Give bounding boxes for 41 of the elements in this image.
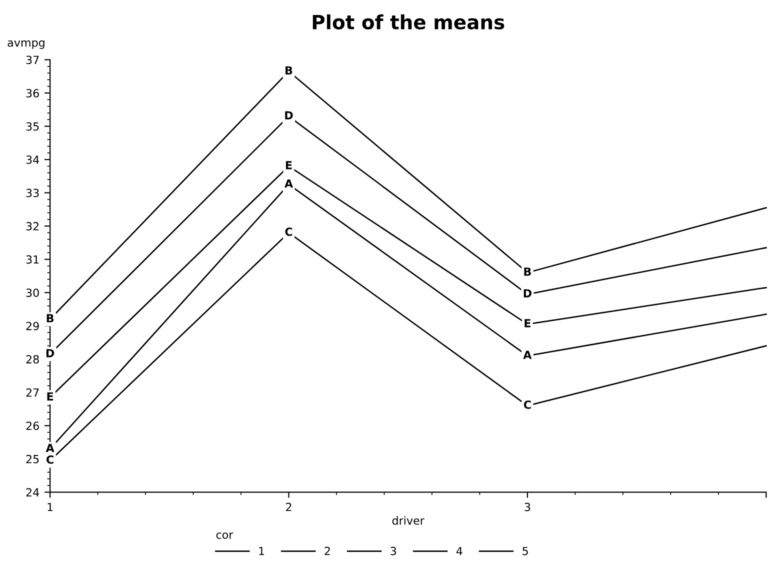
chart-title: Plot of the means: [312, 14, 504, 30]
legend-title: cor: [216, 532, 234, 539]
y-tick-label: 25: [26, 454, 39, 464]
y-tick-label: 29: [26, 322, 39, 330]
annotation: A: [523, 350, 532, 359]
y-tick-label: 33: [26, 188, 39, 198]
y-tick-label: 35: [26, 122, 39, 131]
y-tick-label: 26: [26, 422, 39, 430]
y-tick-label: 28: [26, 355, 39, 364]
x-tick-label: 2: [286, 502, 292, 512]
annotation: C: [524, 400, 531, 409]
legend-label: 5: [522, 546, 528, 556]
y-tick-label: 24: [26, 488, 40, 496]
y-tick-label: 32: [26, 222, 39, 230]
annotation: B: [46, 314, 54, 322]
annotation: A: [284, 179, 293, 188]
annotation: D: [524, 289, 532, 298]
y-tick-label: 31: [26, 255, 39, 264]
annotation: B: [524, 268, 531, 276]
annotation: E: [47, 392, 54, 400]
annotation: D: [285, 111, 293, 120]
annotation: C: [46, 455, 54, 464]
x-tick-label: 1: [48, 502, 53, 512]
y-axis-title: avmpg: [8, 40, 44, 49]
x-axis-title: driver: [392, 516, 424, 525]
legend-label: 4: [456, 546, 462, 556]
legend-label: 3: [390, 546, 396, 556]
annotation: B: [286, 66, 292, 74]
y-tick-label: 36: [26, 88, 39, 98]
y-tick-label: 27: [26, 388, 39, 397]
y-tick-label: 30: [26, 288, 39, 297]
annotation: E: [524, 319, 530, 328]
y-tick-label: 37: [26, 56, 39, 64]
legend-label: 1: [259, 546, 264, 556]
annotation: D: [46, 349, 54, 358]
y-tick-label: 34: [26, 156, 40, 164]
x-tick-label: 3: [524, 502, 530, 512]
annotation: E: [286, 161, 292, 170]
annotation: A: [46, 444, 54, 452]
legend-label: 2: [324, 546, 330, 556]
annotation: C: [285, 228, 292, 236]
